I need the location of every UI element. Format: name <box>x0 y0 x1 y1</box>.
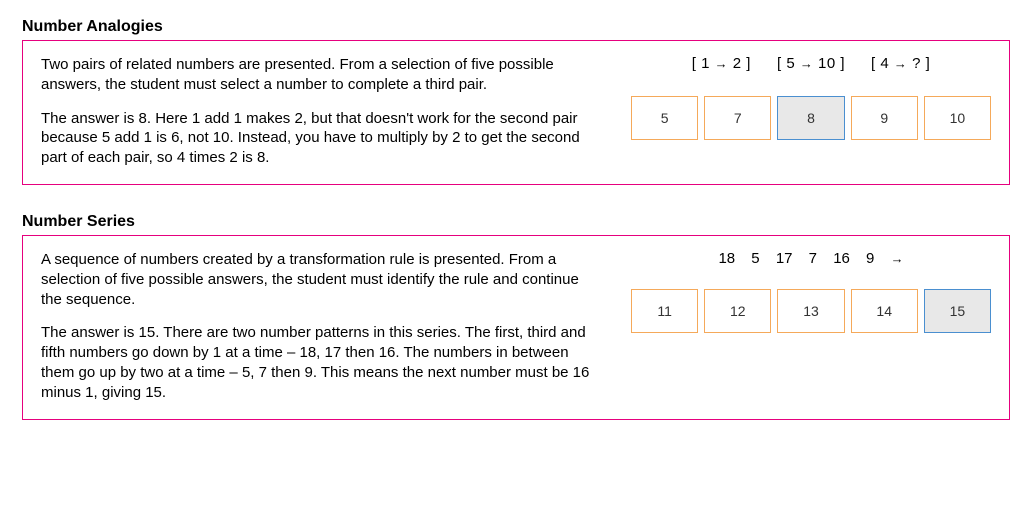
answer-choice[interactable]: 13 <box>777 289 844 333</box>
description-column: Two pairs of related numbers are present… <box>41 55 601 168</box>
answer-paragraph: The answer is 8. Here 1 add 1 makes 2, b… <box>41 109 601 168</box>
arrow-icon: → <box>894 56 908 71</box>
series-term: 18 <box>718 250 735 267</box>
intro-paragraph: A sequence of numbers created by a trans… <box>41 250 601 309</box>
description-column: A sequence of numbers created by a trans… <box>41 250 601 403</box>
answer-choice[interactable]: 12 <box>704 289 771 333</box>
pair-b: 10 <box>818 55 836 72</box>
analogy-pair: [ 5 → 10 ] <box>777 55 845 72</box>
answer-paragraph: The answer is 15. There are two number p… <box>41 323 601 402</box>
analogy-pair: [ 1 → 2 ] <box>692 55 751 72</box>
answer-choices: 11 12 13 14 15 <box>631 289 991 333</box>
answer-choices: 5 7 8 9 10 <box>631 96 991 140</box>
answer-choice[interactable]: 7 <box>704 96 771 140</box>
answer-choice-correct[interactable]: 8 <box>777 96 844 140</box>
section-title: Number Series <box>22 213 1010 231</box>
question-column: 18 5 17 7 16 9 → 11 12 13 14 15 <box>631 250 991 333</box>
card: A sequence of numbers created by a trans… <box>22 235 1010 420</box>
arrow-icon: → <box>891 251 904 266</box>
answer-choice[interactable]: 9 <box>851 96 918 140</box>
answer-choice-correct[interactable]: 15 <box>924 289 991 333</box>
section-number-analogies: Number Analogies Two pairs of related nu… <box>22 18 1010 185</box>
answer-choice[interactable]: 14 <box>851 289 918 333</box>
series-term: 7 <box>809 250 817 267</box>
series-term: 16 <box>833 250 850 267</box>
intro-paragraph: Two pairs of related numbers are present… <box>41 55 601 95</box>
analogy-prompt: [ 1 → 2 ] [ 5 → 10 ] [ 4 → ? ] <box>631 55 991 72</box>
arrow-icon: → <box>715 56 729 71</box>
pair-a: 4 <box>880 55 889 72</box>
answer-choice[interactable]: 5 <box>631 96 698 140</box>
section-title: Number Analogies <box>22 18 1010 36</box>
pair-b: 2 <box>733 55 742 72</box>
answer-choice[interactable]: 11 <box>631 289 698 333</box>
pair-a: 1 <box>701 55 710 72</box>
pair-b: ? <box>912 55 921 72</box>
analogy-pair: [ 4 → ? ] <box>871 55 930 72</box>
card: Two pairs of related numbers are present… <box>22 40 1010 185</box>
arrow-icon: → <box>800 56 814 71</box>
series-term: 9 <box>866 250 874 267</box>
series-prompt: 18 5 17 7 16 9 → <box>631 250 991 267</box>
answer-choice[interactable]: 10 <box>924 96 991 140</box>
pair-a: 5 <box>786 55 795 72</box>
question-column: [ 1 → 2 ] [ 5 → 10 ] [ 4 → ? ] 5 7 8 9 1… <box>631 55 991 140</box>
section-number-series: Number Series A sequence of numbers crea… <box>22 213 1010 420</box>
series-term: 5 <box>751 250 759 267</box>
series-term: 17 <box>776 250 793 267</box>
